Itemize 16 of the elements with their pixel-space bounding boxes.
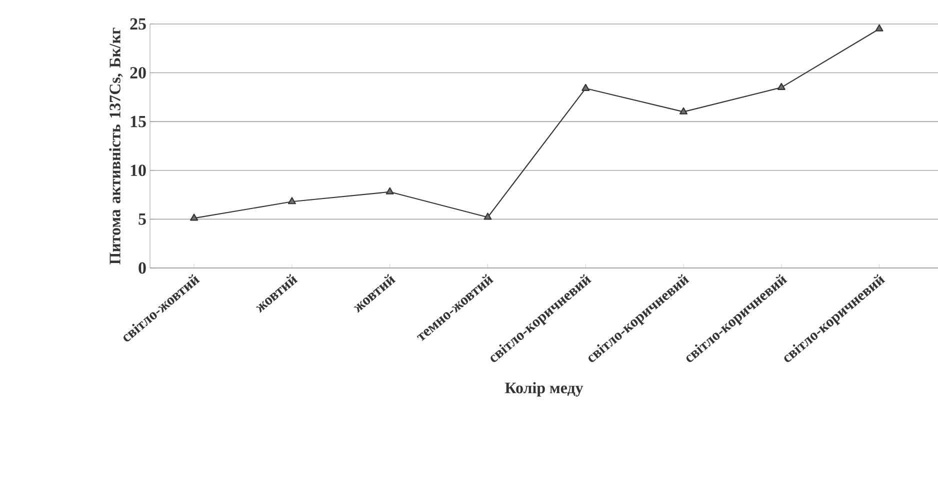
y-tick-label: 10 (130, 164, 146, 176)
point (875, 24, 884, 32)
y-tick-label: 0 (138, 262, 146, 274)
point (190, 214, 198, 221)
point (777, 82, 786, 90)
point (288, 197, 296, 204)
point (386, 187, 394, 194)
y-tick-label: 20 (130, 67, 146, 79)
point (582, 84, 590, 91)
y-tick-label: 25 (130, 18, 146, 30)
y-tick-label: 5 (138, 214, 146, 225)
point (680, 107, 688, 114)
point (484, 212, 492, 220)
y-axis-title: Питома активність 137Cs, Бк/кг (109, 28, 123, 264)
x-axis-title: Колір меду (505, 382, 584, 397)
y-tick-label: 15 (130, 116, 146, 128)
